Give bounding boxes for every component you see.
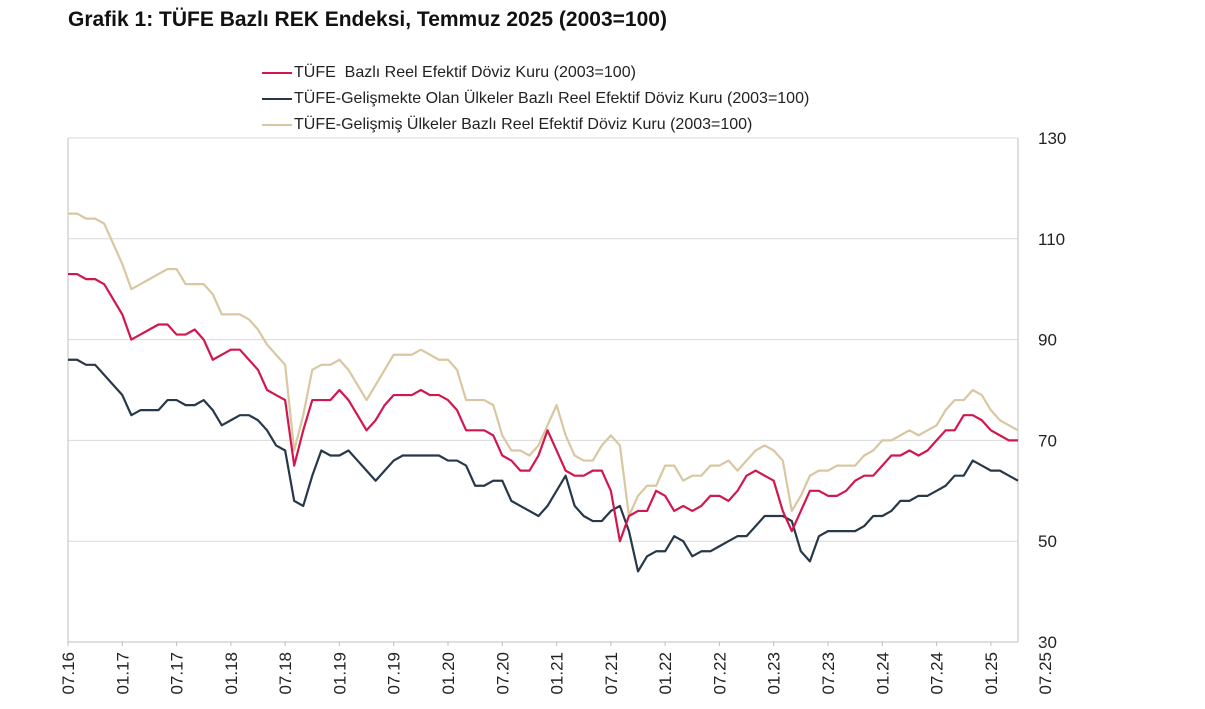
y-tick-label-5: 130 bbox=[1038, 129, 1066, 148]
y-tick-label-3: 90 bbox=[1038, 331, 1057, 350]
legend-label-1: TÜFE-Gelişmekte Olan Ülkeler Bazlı Reel … bbox=[294, 90, 810, 107]
y-tick-label-0: 30 bbox=[1038, 633, 1057, 652]
x-tick-label-11: 01.22 bbox=[656, 652, 675, 695]
x-tick-label-10: 07.21 bbox=[602, 652, 621, 695]
legend-swatch-1 bbox=[262, 98, 292, 100]
x-tick-label-13: 01.23 bbox=[765, 652, 784, 695]
legend-swatch-0 bbox=[262, 72, 292, 74]
x-tick-label-9: 01.21 bbox=[548, 652, 567, 695]
legend-item-1: TÜFE-Gelişmekte Olan Ülkeler Bazlı Reel … bbox=[262, 86, 809, 112]
legend-item-0: TÜFE Bazlı Reel Efektif Döviz Kuru (2003… bbox=[262, 60, 809, 86]
x-tick-label-8: 07.20 bbox=[493, 652, 512, 695]
series-line-2 bbox=[68, 212, 1019, 518]
legend-swatch-2 bbox=[262, 124, 292, 126]
x-tick-label-15: 01.24 bbox=[873, 652, 892, 695]
x-tick-label-17: 01.25 bbox=[982, 652, 1001, 695]
x-tick-label-1: 01.17 bbox=[113, 652, 132, 695]
x-tick-label-6: 07.19 bbox=[385, 652, 404, 695]
series-line-0 bbox=[68, 272, 1018, 543]
legend-label-0: TÜFE Bazlı Reel Efektif Döviz Kuru (2003… bbox=[294, 64, 636, 81]
x-tick-label-4: 07.18 bbox=[276, 652, 295, 695]
x-tick-label-7: 01.20 bbox=[439, 652, 458, 695]
y-tick-label-1: 50 bbox=[1038, 532, 1057, 551]
chart-legend: TÜFE Bazlı Reel Efektif Döviz Kuru (2003… bbox=[262, 60, 809, 138]
x-tick-label-18: 07.25 bbox=[1036, 652, 1055, 695]
chart-title: Grafik 1: TÜFE Bazlı REK Endeksi, Temmuz… bbox=[68, 8, 667, 31]
x-tick-label-14: 07.23 bbox=[819, 652, 838, 695]
legend-item-2: TÜFE-Gelişmiş Ülkeler Bazlı Reel Efektif… bbox=[262, 112, 809, 138]
series-line-1 bbox=[68, 358, 1019, 573]
legend-label-2: TÜFE-Gelişmiş Ülkeler Bazlı Reel Efektif… bbox=[294, 116, 753, 133]
x-tick-label-2: 07.17 bbox=[168, 652, 187, 695]
x-tick-label-3: 01.18 bbox=[222, 652, 241, 695]
x-tick-label-0: 07.16 bbox=[59, 652, 78, 695]
x-tick-label-5: 01.19 bbox=[330, 652, 349, 695]
x-tick-label-16: 07.24 bbox=[928, 652, 947, 695]
x-tick-label-12: 07.22 bbox=[710, 652, 729, 695]
y-tick-label-4: 110 bbox=[1038, 230, 1065, 249]
y-tick-label-2: 70 bbox=[1038, 431, 1057, 450]
